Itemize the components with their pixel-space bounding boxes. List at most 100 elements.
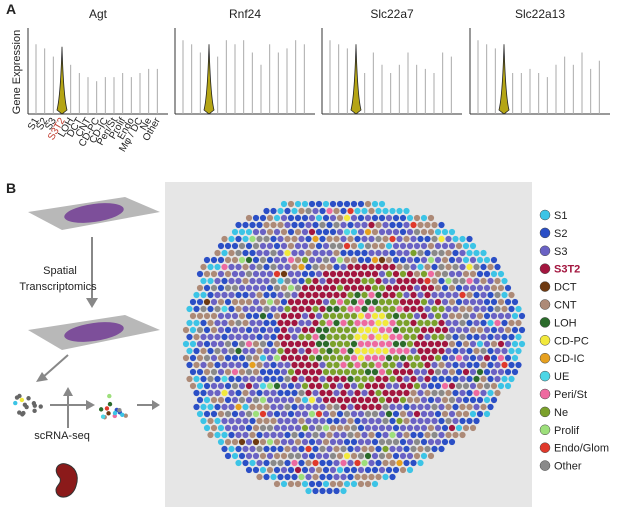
spot: [266, 410, 274, 418]
spot: [245, 396, 253, 404]
spot: [420, 410, 428, 418]
spot: [291, 319, 298, 327]
spot: [193, 361, 200, 369]
spot: [200, 263, 207, 271]
spot: [312, 207, 319, 215]
spot: [483, 312, 491, 320]
spot: [319, 473, 326, 481]
spot: [231, 284, 239, 292]
spot: [396, 333, 403, 341]
spot: [368, 263, 375, 271]
spot: [340, 277, 347, 285]
spot: [441, 354, 449, 362]
spot: [259, 340, 267, 348]
spot: [504, 340, 512, 348]
spot: [329, 270, 337, 278]
spot: [501, 333, 508, 341]
spot: [406, 284, 414, 292]
spot: [455, 396, 463, 404]
spot: [343, 340, 351, 348]
spot: [294, 354, 302, 362]
spot: [515, 319, 522, 327]
spot: [511, 312, 519, 320]
spot: [389, 459, 396, 467]
spot: [259, 242, 267, 250]
spot: [434, 354, 442, 362]
spot: [312, 445, 319, 453]
panel-label: B: [6, 180, 16, 196]
cell-dot: [120, 412, 125, 418]
spot: [228, 445, 235, 453]
spot: [224, 382, 232, 390]
spot: [221, 431, 228, 439]
spot: [193, 333, 200, 341]
spot: [308, 200, 316, 208]
spot: [441, 326, 449, 334]
spot: [347, 445, 354, 453]
spot: [207, 291, 214, 299]
spot: [462, 326, 470, 334]
spot: [378, 312, 386, 320]
spot: [312, 403, 319, 411]
spot: [298, 333, 305, 341]
spot: [245, 242, 253, 250]
spot: [368, 361, 375, 369]
spot: [396, 291, 403, 299]
legend-swatch: [539, 317, 551, 328]
spot: [333, 221, 340, 229]
spot: [270, 417, 277, 425]
spot: [448, 298, 456, 306]
legend-swatch: [539, 442, 551, 453]
spot: [417, 263, 424, 271]
spot: [364, 312, 372, 320]
spot: [473, 333, 480, 341]
spot: [368, 403, 375, 411]
spot: [392, 270, 400, 278]
spot: [340, 459, 347, 467]
spot: [329, 200, 337, 208]
spot: [322, 270, 330, 278]
spot: [196, 340, 204, 348]
spot: [280, 214, 288, 222]
spot: [203, 326, 211, 334]
spot: [434, 312, 442, 320]
spot: [494, 389, 501, 397]
spot: [277, 403, 284, 411]
spot: [350, 270, 358, 278]
spot: [455, 354, 463, 362]
spot: [406, 410, 414, 418]
spot: [469, 424, 477, 432]
cell-dot: [26, 396, 31, 401]
spot: [217, 382, 225, 390]
spot: [476, 284, 484, 292]
spot: [266, 312, 274, 320]
spot: [319, 389, 326, 397]
spot: [361, 305, 368, 313]
spot: [420, 284, 428, 292]
spot: [434, 326, 442, 334]
spot: [196, 354, 204, 362]
spot: [413, 270, 421, 278]
spot: [203, 354, 211, 362]
spot: [406, 326, 414, 334]
panel-label: A: [6, 1, 16, 17]
spot: [228, 291, 235, 299]
spot: [455, 382, 463, 390]
spot: [413, 326, 421, 334]
spot: [494, 263, 501, 271]
spot: [214, 431, 221, 439]
spot: [494, 375, 501, 383]
spot: [413, 256, 421, 264]
spot: [277, 333, 284, 341]
spot: [431, 389, 438, 397]
spot: [249, 417, 256, 425]
spot: [252, 340, 260, 348]
spot: [252, 298, 260, 306]
spot: [273, 242, 281, 250]
spot: [459, 277, 466, 285]
spot: [347, 291, 354, 299]
spot: [480, 347, 487, 355]
spot: [378, 438, 386, 446]
spot: [354, 431, 361, 439]
spot: [193, 291, 200, 299]
